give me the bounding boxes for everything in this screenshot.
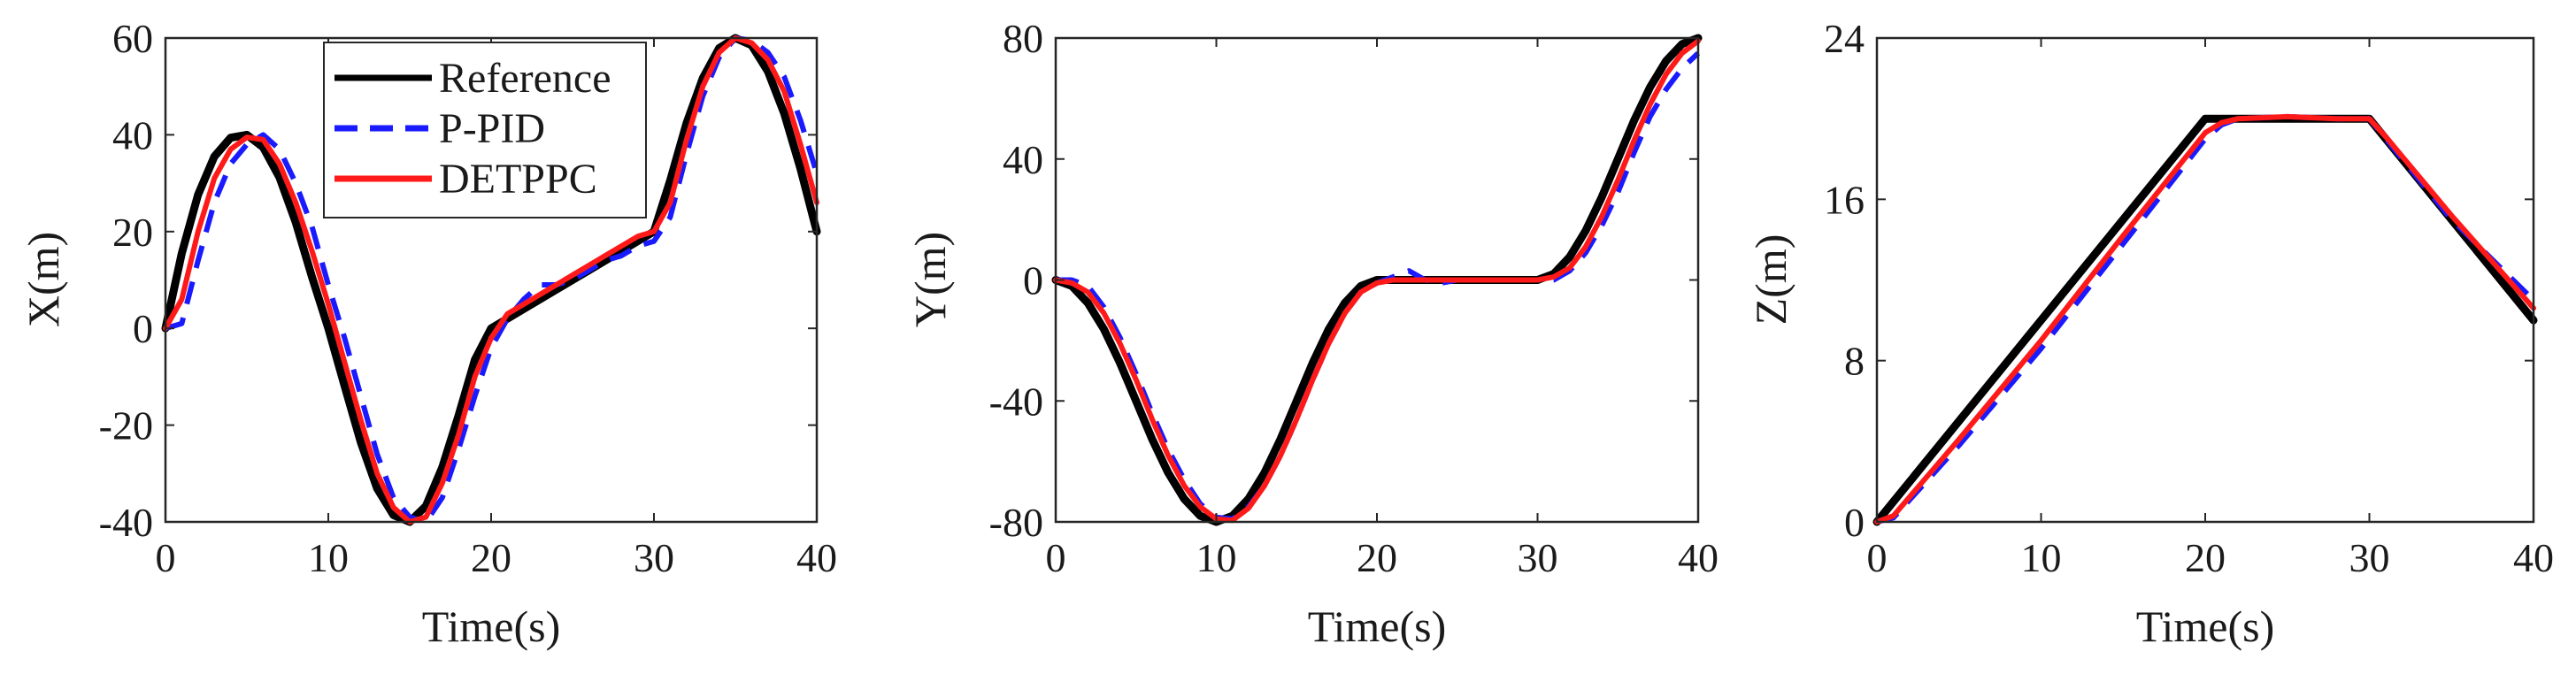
y-tick-label: 40 — [112, 112, 153, 157]
legend-label-reference: Reference — [439, 55, 611, 102]
x-axis-label: Time(s) — [422, 602, 561, 651]
x-tick-label: 10 — [308, 535, 349, 580]
y-axis-label: X(m) — [19, 232, 68, 327]
series-line-p-pid — [1056, 50, 1701, 522]
series-line-detppc — [1053, 38, 1701, 524]
legend-label-detppc: DETPPC — [439, 156, 597, 203]
y-tick-label: 0 — [133, 306, 153, 351]
series-line-reference — [161, 34, 821, 526]
y-tick-label: 0 — [1844, 500, 1865, 545]
y-tick-label: -40 — [989, 379, 1043, 424]
x-tick-label: 20 — [2185, 535, 2226, 580]
legend-label-ppid: P-PID — [439, 105, 545, 152]
panel-x: 0 10 20 30 40 -40 -20 0 20 40 60 Time(s) X(m) Refe… — [19, 16, 837, 651]
panel-y: 0 10 20 30 40 -80 -40 0 40 80 Time(s) Y(m) — [905, 16, 1719, 651]
x-tick-label: 40 — [1678, 535, 1719, 580]
panel-z: 0 10 20 30 40 0 8 16 24 Time(s) Z(m) — [1746, 16, 2554, 651]
y-tick-label: 8 — [1844, 339, 1865, 384]
series-line-detppc — [1874, 113, 2536, 525]
series-line-p-pid — [165, 35, 819, 525]
y-tick-label: 16 — [1824, 177, 1865, 222]
x-tick-label: 30 — [1518, 535, 1558, 580]
series-line-p-pid — [1876, 113, 2536, 525]
x-tick-label: 40 — [2513, 535, 2554, 580]
series-line-reference — [1051, 34, 1703, 526]
x-tick-label: 10 — [2021, 535, 2062, 580]
y-tick-label: -40 — [99, 500, 153, 545]
series-line-detppc — [163, 35, 819, 525]
x-axis-label: Time(s) — [2136, 602, 2275, 651]
y-tick-label: 0 — [1023, 258, 1043, 303]
y-tick-label: 20 — [112, 210, 153, 255]
x-tick-label: 40 — [796, 535, 837, 580]
axes-frame — [1875, 36, 2535, 524]
y-tick-label: -20 — [99, 403, 153, 448]
x-tick-label: 30 — [2349, 535, 2390, 580]
x-tick-label: 0 — [1867, 535, 1888, 580]
y-axis-label: Y(m) — [905, 232, 955, 327]
y-tick-label: -80 — [989, 500, 1043, 545]
x-tick-label: 0 — [156, 535, 176, 580]
y-tick-label: 24 — [1824, 16, 1865, 61]
x-tick-label: 20 — [471, 535, 511, 580]
legend: Reference P-PID DETPPC — [323, 42, 647, 218]
x-tick-label: 30 — [634, 535, 674, 580]
y-tick-label: 60 — [112, 16, 153, 61]
y-tick-label: 40 — [1003, 137, 1043, 182]
x-tick-label: 20 — [1357, 535, 1397, 580]
series-line-reference — [1872, 114, 2538, 526]
x-tick-label: 10 — [1196, 535, 1237, 580]
y-axis-label: Z(m) — [1746, 234, 1796, 326]
x-tick-label: 0 — [1046, 535, 1066, 580]
y-tick-label: 80 — [1003, 16, 1043, 61]
x-axis-label: Time(s) — [1308, 602, 1447, 651]
